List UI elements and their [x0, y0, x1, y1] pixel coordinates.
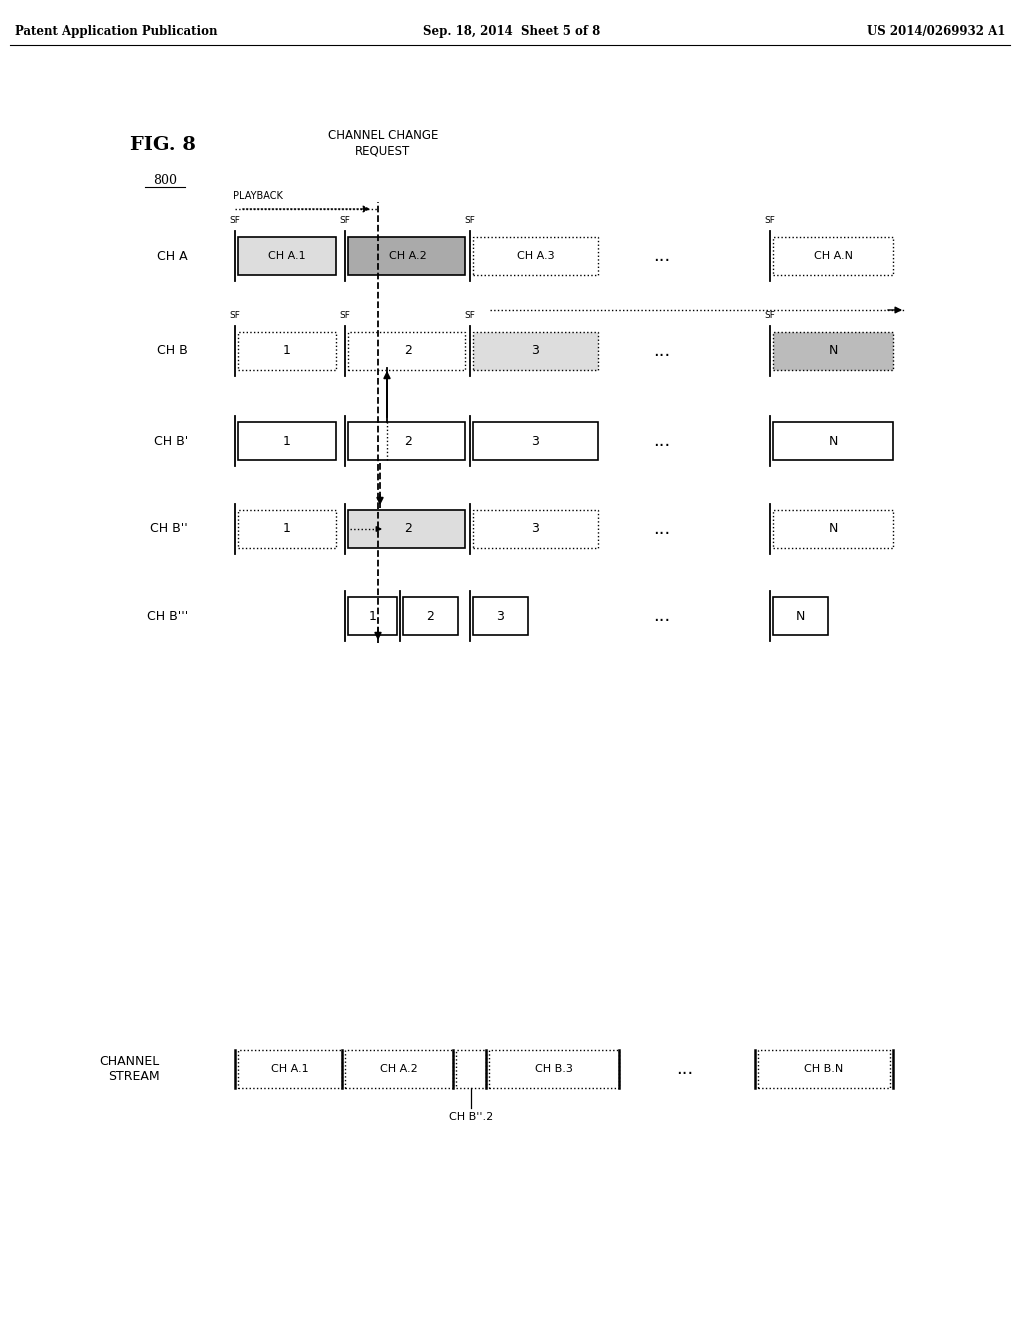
Text: SF: SF — [340, 312, 350, 319]
Text: N: N — [828, 434, 838, 447]
FancyBboxPatch shape — [473, 422, 598, 459]
FancyBboxPatch shape — [348, 597, 397, 635]
Text: 2: 2 — [427, 610, 434, 623]
Text: ...: ... — [653, 247, 671, 265]
Text: FIG. 8: FIG. 8 — [130, 136, 196, 154]
Text: CH A.N: CH A.N — [813, 251, 853, 261]
Text: 1: 1 — [283, 345, 291, 358]
Text: N: N — [828, 523, 838, 536]
FancyBboxPatch shape — [348, 422, 465, 459]
Text: ...: ... — [653, 342, 671, 360]
FancyBboxPatch shape — [345, 1049, 453, 1088]
Text: CH B.3: CH B.3 — [536, 1064, 573, 1074]
FancyBboxPatch shape — [238, 333, 336, 370]
Text: 2: 2 — [404, 345, 412, 358]
Text: CH A: CH A — [158, 249, 188, 263]
Text: CHANNEL
STREAM: CHANNEL STREAM — [99, 1055, 160, 1082]
Text: CH A.2: CH A.2 — [389, 251, 427, 261]
Text: SF: SF — [229, 312, 241, 319]
Text: 1: 1 — [369, 610, 377, 623]
Text: CH B'': CH B'' — [151, 523, 188, 536]
FancyBboxPatch shape — [773, 333, 893, 370]
Text: ...: ... — [677, 1060, 693, 1078]
FancyBboxPatch shape — [773, 422, 893, 459]
Text: N: N — [828, 345, 838, 358]
Text: 3: 3 — [531, 523, 540, 536]
Text: CH A.2: CH A.2 — [380, 1064, 418, 1074]
FancyBboxPatch shape — [758, 1049, 890, 1088]
Text: SF: SF — [465, 216, 475, 224]
Text: ...: ... — [653, 607, 671, 624]
Text: 3: 3 — [531, 345, 540, 358]
Text: SF: SF — [465, 312, 475, 319]
Text: 2: 2 — [404, 523, 412, 536]
Text: Sep. 18, 2014  Sheet 5 of 8: Sep. 18, 2014 Sheet 5 of 8 — [423, 25, 601, 38]
FancyBboxPatch shape — [773, 597, 828, 635]
FancyBboxPatch shape — [473, 333, 598, 370]
Text: Patent Application Publication: Patent Application Publication — [15, 25, 217, 38]
Text: CH B': CH B' — [154, 434, 188, 447]
Text: CH A.1: CH A.1 — [271, 1064, 309, 1074]
FancyBboxPatch shape — [489, 1049, 618, 1088]
Text: 1: 1 — [283, 434, 291, 447]
FancyBboxPatch shape — [348, 333, 465, 370]
Text: CH A.3: CH A.3 — [517, 251, 554, 261]
Text: US 2014/0269932 A1: US 2014/0269932 A1 — [866, 25, 1005, 38]
FancyBboxPatch shape — [773, 510, 893, 548]
Text: SF: SF — [765, 216, 775, 224]
FancyBboxPatch shape — [473, 597, 528, 635]
Text: 1: 1 — [283, 523, 291, 536]
FancyBboxPatch shape — [773, 238, 893, 275]
Text: SF: SF — [340, 216, 350, 224]
Text: ...: ... — [653, 432, 671, 450]
Text: CHANNEL CHANGE
REQUEST: CHANNEL CHANGE REQUEST — [328, 129, 438, 157]
Text: CH B''.2: CH B''.2 — [449, 1111, 494, 1122]
Text: 3: 3 — [531, 434, 540, 447]
Text: CH B''': CH B''' — [146, 610, 188, 623]
FancyBboxPatch shape — [348, 510, 465, 548]
Text: ...: ... — [653, 520, 671, 539]
FancyBboxPatch shape — [238, 510, 336, 548]
Text: 800: 800 — [153, 173, 177, 186]
Text: CH B.N: CH B.N — [805, 1064, 844, 1074]
FancyBboxPatch shape — [473, 238, 598, 275]
FancyBboxPatch shape — [238, 238, 336, 275]
FancyBboxPatch shape — [348, 238, 465, 275]
FancyBboxPatch shape — [238, 422, 336, 459]
Text: CH A.1: CH A.1 — [268, 251, 306, 261]
Text: SF: SF — [765, 312, 775, 319]
FancyBboxPatch shape — [403, 597, 458, 635]
Text: N: N — [796, 610, 805, 623]
Text: 2: 2 — [404, 434, 412, 447]
FancyBboxPatch shape — [473, 510, 598, 548]
Text: 3: 3 — [497, 610, 505, 623]
FancyBboxPatch shape — [238, 1049, 342, 1088]
Text: SF: SF — [229, 216, 241, 224]
FancyBboxPatch shape — [456, 1049, 486, 1088]
Text: PLAYBACK: PLAYBACK — [233, 191, 283, 201]
Text: CH B: CH B — [158, 345, 188, 358]
